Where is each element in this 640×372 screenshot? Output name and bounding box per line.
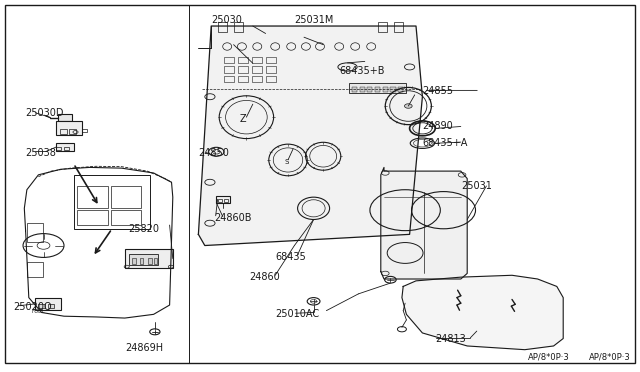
Bar: [27, 223, 43, 242]
Bar: [398, 87, 403, 92]
Text: 24890: 24890: [422, 122, 453, 131]
Bar: [38, 304, 45, 308]
Bar: [27, 262, 43, 277]
Bar: [252, 66, 262, 73]
Text: 25031M: 25031M: [294, 16, 334, 25]
Bar: [56, 147, 61, 150]
Bar: [349, 83, 406, 93]
Text: S: S: [285, 159, 289, 165]
Bar: [35, 298, 61, 310]
Bar: [390, 87, 396, 92]
Bar: [352, 87, 357, 92]
Bar: [60, 129, 67, 134]
Bar: [64, 147, 69, 150]
Bar: [58, 114, 72, 121]
Bar: [148, 258, 152, 264]
Text: 24855: 24855: [422, 86, 453, 96]
Bar: [224, 76, 234, 82]
Bar: [216, 196, 230, 203]
Bar: [224, 57, 234, 63]
Bar: [266, 66, 276, 73]
Bar: [266, 57, 276, 63]
Polygon shape: [381, 167, 467, 279]
Bar: [56, 121, 82, 135]
Bar: [367, 87, 372, 92]
Bar: [360, 87, 365, 92]
Text: 24869H: 24869H: [125, 343, 163, 353]
Bar: [266, 76, 276, 82]
Bar: [125, 249, 173, 268]
Bar: [74, 175, 150, 229]
Text: 25038: 25038: [26, 148, 56, 157]
Text: 24813: 24813: [435, 334, 466, 343]
Bar: [218, 199, 222, 202]
Bar: [154, 258, 157, 264]
Circle shape: [404, 104, 412, 108]
Text: 25030: 25030: [211, 16, 242, 25]
Polygon shape: [402, 275, 563, 350]
Bar: [218, 22, 227, 32]
Text: 24860B: 24860B: [214, 213, 252, 222]
Text: 68435: 68435: [275, 252, 306, 262]
Bar: [111, 186, 141, 208]
Bar: [140, 258, 143, 264]
Bar: [234, 22, 243, 32]
Text: 25010AC: 25010AC: [275, 310, 319, 319]
Bar: [129, 254, 158, 265]
Text: AP/8*0P·3: AP/8*0P·3: [589, 353, 630, 362]
Text: 25020Q: 25020Q: [13, 302, 51, 312]
Bar: [56, 143, 74, 151]
Polygon shape: [198, 26, 422, 246]
Bar: [378, 22, 387, 32]
Bar: [69, 129, 76, 134]
Text: 25031: 25031: [461, 181, 492, 191]
Text: Z: Z: [240, 114, 246, 124]
Text: 24860: 24860: [250, 272, 280, 282]
Bar: [224, 199, 228, 202]
Bar: [238, 57, 248, 63]
Bar: [252, 76, 262, 82]
Bar: [238, 66, 248, 73]
Bar: [238, 76, 248, 82]
Text: 68435+B: 68435+B: [339, 66, 385, 76]
Text: 68435+A: 68435+A: [422, 138, 468, 148]
Bar: [224, 66, 234, 73]
Bar: [383, 87, 388, 92]
Bar: [77, 186, 108, 208]
Bar: [375, 87, 380, 92]
Bar: [48, 304, 54, 308]
Text: 25820: 25820: [128, 224, 159, 234]
Bar: [394, 22, 403, 32]
Bar: [111, 210, 141, 225]
Bar: [77, 210, 108, 225]
Text: AP/8*0P·3: AP/8*0P·3: [528, 353, 570, 362]
Bar: [132, 258, 136, 264]
Text: FUEL: FUEL: [31, 309, 45, 314]
Bar: [82, 129, 87, 132]
Text: 25030D: 25030D: [26, 109, 64, 118]
Bar: [252, 57, 262, 63]
Text: 24850: 24850: [198, 148, 229, 157]
